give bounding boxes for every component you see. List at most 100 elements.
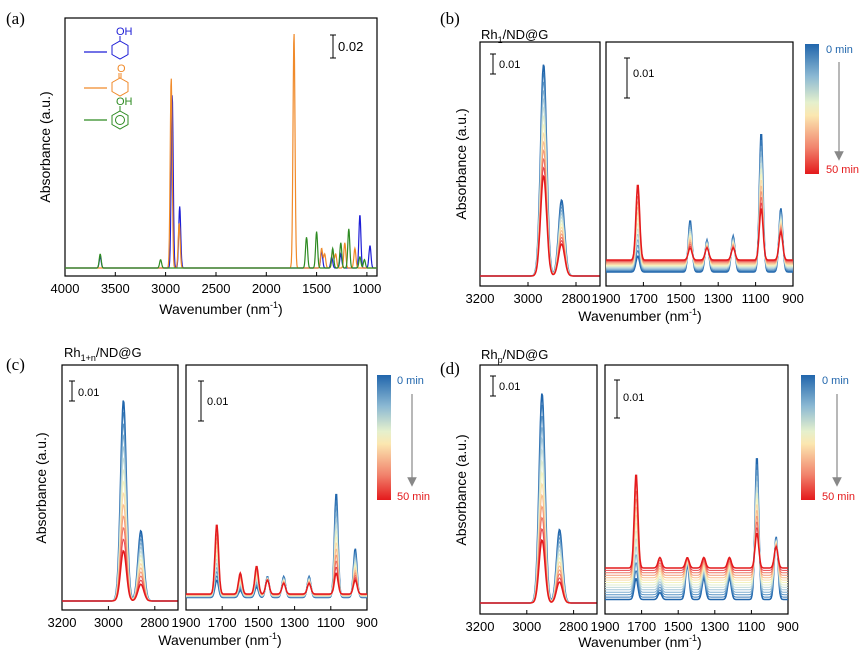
cyclohexanone-molecule-icon bbox=[111, 73, 129, 97]
x-ticks-c: 3200 3000 2800 1900 1700 1500 1300 1100 900 bbox=[48, 606, 378, 630]
a-tick-2000: 2000 bbox=[252, 281, 281, 296]
a-tick-4000: 4000 bbox=[51, 281, 80, 296]
a-tick-1500: 1500 bbox=[302, 281, 331, 296]
panel-label-a: (a) bbox=[6, 9, 25, 28]
b-right-tick-1100: 1100 bbox=[742, 291, 770, 306]
b-right-tick-900: 900 bbox=[782, 291, 804, 306]
colorbar-top-label-d: 0 min bbox=[822, 375, 849, 387]
a-tick-3000: 3000 bbox=[151, 281, 180, 296]
y-axis-label-b: Absorbance (a.u.) bbox=[453, 108, 469, 219]
c-right-tick-1700: 1700 bbox=[208, 615, 237, 630]
x-axis-label-b: Wavenumber (nm-1) bbox=[578, 307, 701, 324]
spectrum-right-t7 bbox=[605, 498, 788, 583]
y-axis-label-d: Absorbance (a.u.) bbox=[453, 434, 469, 545]
c-right-tick-1900: 1900 bbox=[172, 615, 201, 630]
spectrum-right-t13 bbox=[605, 474, 788, 569]
legend-item-cyclohexanol: OH bbox=[84, 26, 133, 60]
c-left-tick-3000: 3000 bbox=[94, 615, 123, 630]
d-left-tick-2800: 2800 bbox=[559, 619, 588, 634]
spectrum-right-t13 bbox=[606, 184, 793, 261]
scale-bar-label-a: 0.02 bbox=[338, 39, 363, 54]
scale-bar-label-c-left: 0.01 bbox=[78, 387, 99, 399]
spectrum-right-t5 bbox=[605, 487, 788, 588]
legend-cyclohexanone-sub: O bbox=[117, 63, 126, 75]
legend-phenol-sub: OH bbox=[116, 96, 133, 108]
spectrum-right-t6 bbox=[605, 492, 788, 586]
legend-item-phenol: OH bbox=[84, 96, 133, 130]
plot-frame-a bbox=[64, 17, 378, 277]
x-ticks-d: 3200 3000 2800 1900 1700 1500 1300 1100 900 bbox=[466, 610, 799, 634]
colorbar-top-label-c: 0 min bbox=[397, 375, 424, 387]
spectrum-left-t13 bbox=[480, 174, 600, 277]
colorbar-gradient-c bbox=[377, 375, 391, 500]
spectrum-phenol bbox=[65, 228, 377, 269]
c-right-tick-1300: 1300 bbox=[280, 615, 309, 630]
c-right-tick-1500: 1500 bbox=[244, 615, 273, 630]
scale-bar-d-right: 0.01 bbox=[614, 379, 644, 419]
b-right-tick-1500: 1500 bbox=[666, 291, 695, 306]
spectrum-cyclohexanone bbox=[65, 33, 377, 269]
colorbar-c: 0 min 50 min bbox=[377, 375, 430, 503]
x-axis-label-a: Wavenumber (nm-1) bbox=[159, 300, 282, 317]
b-right-tick-1700: 1700 bbox=[629, 291, 658, 306]
b-left-tick-3200: 3200 bbox=[466, 291, 495, 306]
panel-label-c: (c) bbox=[6, 355, 25, 374]
scale-bar-label-d-right: 0.01 bbox=[623, 392, 644, 404]
colorbar-gradient-d bbox=[801, 375, 815, 500]
scale-bar-b-right: 0.01 bbox=[624, 57, 654, 99]
scale-bar-label-d-left: 0.01 bbox=[499, 381, 520, 393]
spectra-c bbox=[62, 400, 367, 602]
plot-frame-b-right bbox=[605, 41, 794, 287]
scale-bar-b-left: 0.01 bbox=[490, 53, 520, 75]
spectra-d bbox=[480, 393, 788, 604]
scale-bar-d-left: 0.01 bbox=[490, 375, 520, 397]
plot-frame-c-right bbox=[185, 364, 368, 611]
spectrum-left-t13 bbox=[480, 538, 597, 604]
panel-c: (c) Rh1+n/ND@G 3200 3000 2800 1900 1700 1500 1… bbox=[6, 345, 430, 648]
y-axis-label-a: Absorbance (a.u.) bbox=[37, 91, 53, 202]
c-right-tick-900: 900 bbox=[356, 615, 378, 630]
panel-a: (a) 4000 3500 3000 2500 2000 1500 1000 Absorba… bbox=[6, 9, 381, 317]
colorbar-d: 0 min 50 min bbox=[801, 375, 855, 503]
colorbar-bottom-label-c: 50 min bbox=[397, 491, 430, 503]
scale-bar-c-right: 0.01 bbox=[198, 380, 228, 422]
b-right-tick-1300: 1300 bbox=[704, 291, 733, 306]
colorbar-bottom-label-d: 50 min bbox=[822, 491, 855, 503]
spectrum-right-t13 bbox=[186, 524, 367, 595]
d-right-tick-900: 900 bbox=[777, 619, 799, 634]
panel-label-b: (b) bbox=[440, 9, 460, 28]
panel-label-d: (d) bbox=[440, 359, 460, 378]
d-right-tick-1500: 1500 bbox=[664, 619, 693, 634]
colorbar-gradient-b bbox=[805, 44, 819, 174]
colorbar-bottom-label-b: 50 min bbox=[826, 164, 859, 176]
plot-frame-d-left bbox=[479, 364, 598, 615]
d-right-tick-1300: 1300 bbox=[700, 619, 729, 634]
d-right-tick-1900: 1900 bbox=[591, 619, 620, 634]
scale-bar-a: 0.02 bbox=[330, 34, 363, 59]
b-left-tick-2800: 2800 bbox=[562, 291, 591, 306]
catalyst-label-d: Rhp/ND@G bbox=[481, 347, 548, 365]
c-left-tick-2800: 2800 bbox=[140, 615, 169, 630]
legend-cyclohexanol-sub: OH bbox=[116, 26, 133, 38]
phenol-molecule-icon bbox=[111, 106, 129, 130]
colorbar-b: 0 min 50 min bbox=[805, 44, 859, 176]
d-left-tick-3200: 3200 bbox=[466, 619, 495, 634]
y-axis-label-c: Absorbance (a.u.) bbox=[33, 432, 49, 543]
c-left-tick-3200: 3200 bbox=[48, 615, 77, 630]
plot-frame-d-right bbox=[604, 364, 789, 615]
legend-a: OH O OH bbox=[84, 26, 133, 130]
panel-d: (d) Rhp/ND@G 3200 3000 2800 1900 1700 1500 130… bbox=[440, 347, 855, 650]
a-tick-2500: 2500 bbox=[202, 281, 231, 296]
d-right-tick-1100: 1100 bbox=[737, 619, 765, 634]
x-ticks-a: 4000 3500 3000 2500 2000 1500 1000 bbox=[51, 272, 381, 296]
spectrum-right-t6 bbox=[606, 168, 793, 267]
colorbar-top-label-b: 0 min bbox=[826, 44, 853, 56]
catalyst-label-c: Rh1+n/ND@G bbox=[64, 345, 142, 363]
panel-b: (b) Rh1/ND@G 3200 3000 2800 1900 1700 1500 130… bbox=[440, 9, 859, 324]
a-tick-3500: 3500 bbox=[101, 281, 130, 296]
cyclohexanol-molecule-icon bbox=[111, 36, 129, 60]
plot-frame-c-left bbox=[61, 364, 179, 611]
x-axis-label-d: Wavenumber (nm-1) bbox=[578, 633, 701, 650]
scale-bar-label-c-right: 0.01 bbox=[207, 396, 228, 408]
